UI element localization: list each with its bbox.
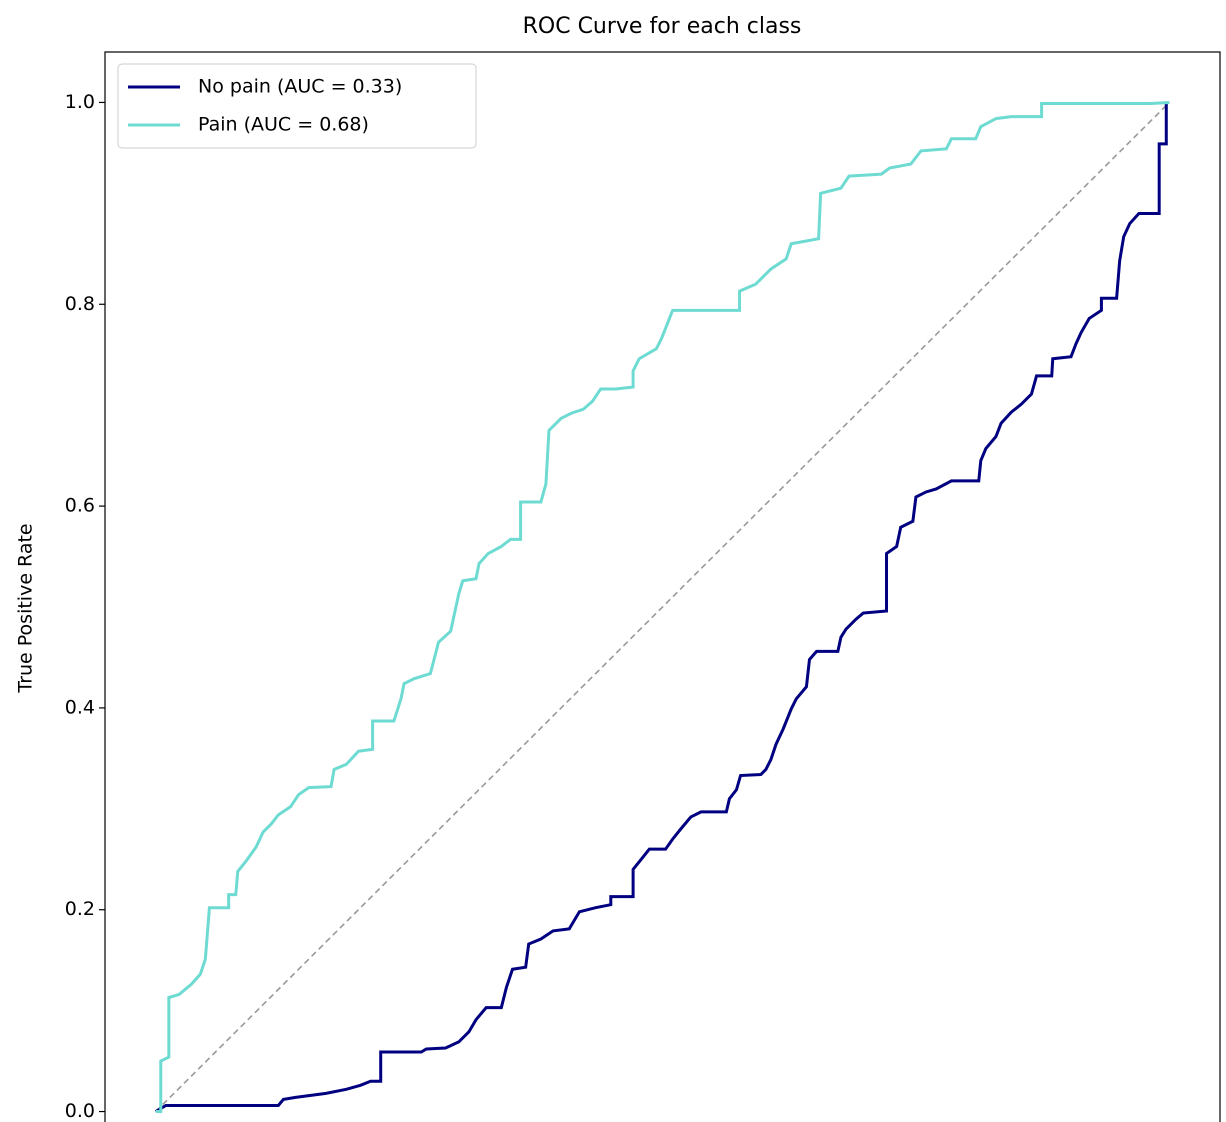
y-tick-label: 0.8 xyxy=(65,293,95,315)
y-axis-label: True Positive Rate xyxy=(15,523,37,693)
chart-title: ROC Curve for each class xyxy=(523,14,802,39)
y-tick-label: 0.0 xyxy=(65,1100,95,1122)
roc-curve xyxy=(155,100,1170,1114)
plot-frame xyxy=(104,51,1221,1122)
reference-line xyxy=(155,101,1170,1113)
roc-curve xyxy=(154,102,1168,1113)
y-tick-label: 0.2 xyxy=(65,898,95,920)
legend-box xyxy=(117,63,477,149)
y-tick-label: 0.6 xyxy=(65,495,95,517)
legend-label: Pain (AUC = 0.68) xyxy=(198,114,369,136)
y-tick-label: 1.0 xyxy=(65,91,95,113)
y-tick-label: 0.4 xyxy=(65,696,95,718)
legend-label: No pain (AUC = 0.33) xyxy=(198,76,402,98)
